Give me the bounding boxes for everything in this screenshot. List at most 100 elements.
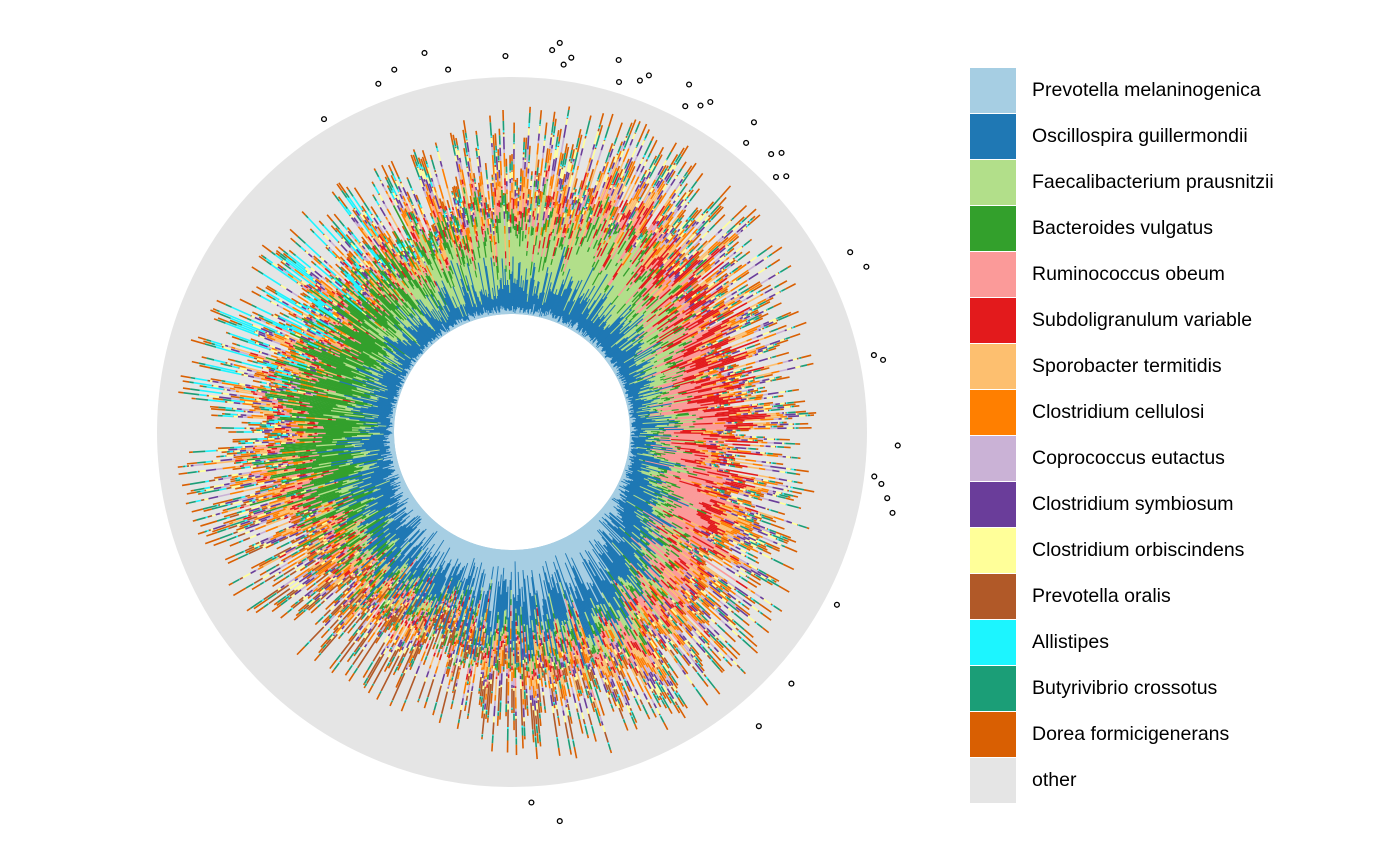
bar-segment [593, 344, 598, 349]
bar-segment [619, 212, 626, 223]
circular-stacked-bar-chart [157, 39, 901, 825]
bar-segment [544, 176, 547, 185]
bar-segment [586, 316, 600, 334]
bar-segment [550, 249, 563, 290]
bar-segment [657, 165, 664, 176]
bar-segment [560, 263, 565, 273]
bar-segment [673, 222, 679, 229]
bar-segment [665, 260, 681, 276]
bar-segment [550, 174, 555, 190]
bar-segment [763, 326, 766, 329]
bar-segment [633, 273, 639, 279]
bar-segment [640, 234, 644, 238]
bar-segment [706, 464, 710, 467]
bar-segment [590, 196, 595, 205]
bar-segment [651, 225, 658, 234]
bar-segment [727, 244, 729, 247]
bar-segment [569, 220, 572, 225]
bar-segment [613, 198, 619, 207]
bar-segment [573, 325, 579, 333]
bar-segment [568, 229, 576, 249]
bar-segment [612, 230, 624, 249]
bar-segment [591, 261, 596, 268]
bar-segment [554, 318, 558, 323]
bar-segment [534, 229, 546, 287]
bar-segment [692, 550, 695, 553]
bar-segment [726, 389, 732, 392]
bar-segment [570, 208, 605, 289]
bar-segment [661, 219, 667, 226]
bar-segment [629, 259, 633, 263]
bar-segment [772, 490, 777, 493]
bar-segment [694, 593, 698, 597]
bar-segment [569, 230, 574, 239]
bar-segment [598, 213, 602, 217]
bar-segment [546, 309, 552, 320]
bar-segment [550, 196, 553, 203]
bar-segment [635, 239, 641, 247]
bar-segment [756, 460, 762, 463]
bar-segment [759, 379, 763, 382]
bar-segment [751, 522, 754, 525]
bar-segment [534, 202, 537, 209]
bar-segment [548, 159, 552, 166]
bar-segment [728, 475, 732, 478]
bar-segment [768, 508, 771, 511]
bar-segment [723, 267, 726, 270]
bar-segment [744, 555, 747, 558]
bar-segment [642, 185, 653, 202]
bar-segment [756, 542, 759, 545]
bar-segment [609, 273, 657, 326]
bar-segment [751, 384, 756, 388]
bar-segment [666, 265, 673, 272]
bar-segment [591, 198, 596, 208]
bar-segment [575, 195, 579, 201]
bar-segment [592, 229, 598, 239]
bar-segment [541, 255, 556, 306]
bar-segment [561, 184, 568, 206]
bar-segment [643, 247, 647, 251]
bar-segment [663, 210, 669, 217]
bar-segment [552, 191, 556, 200]
bar-segment [571, 324, 576, 331]
bar-segment [521, 230, 525, 242]
bar-segment [630, 200, 638, 213]
bar-segment [613, 154, 618, 163]
bar-segment [545, 220, 549, 233]
bar-segment [584, 185, 588, 191]
bar-segment [772, 494, 777, 497]
bar-segment [754, 353, 759, 356]
bar-segment [534, 181, 549, 267]
bar-segment [706, 326, 710, 329]
bar-segment [541, 271, 553, 312]
bar-segment [671, 234, 674, 237]
bar-segment [665, 224, 670, 230]
bar-segment [769, 377, 775, 380]
bar-segment [675, 262, 681, 268]
bar-segment [741, 391, 747, 394]
bar-segment [650, 191, 656, 200]
bar-segment [735, 231, 738, 235]
bar-segment [536, 292, 543, 313]
bar-segment [793, 325, 796, 329]
bar-segment [735, 399, 741, 402]
bar-segment [591, 272, 601, 286]
bar-segment [661, 274, 665, 278]
bar-segment [597, 259, 640, 316]
bar-segment [564, 171, 569, 183]
bar-segment [646, 257, 657, 270]
bar-segment [679, 243, 689, 254]
bar-segment [761, 460, 767, 464]
bar-segment [610, 247, 620, 260]
bar-segment [560, 160, 563, 165]
bar-segment [551, 121, 555, 133]
bar-segment [744, 512, 748, 515]
bar-segment [635, 202, 639, 208]
bar-segment [753, 406, 764, 410]
bar-segment [714, 280, 717, 283]
bar-segment [691, 233, 702, 244]
bar-segment [727, 354, 732, 358]
bar-segment [664, 216, 674, 229]
bar-segment [534, 191, 537, 199]
bar-segment [543, 288, 552, 315]
